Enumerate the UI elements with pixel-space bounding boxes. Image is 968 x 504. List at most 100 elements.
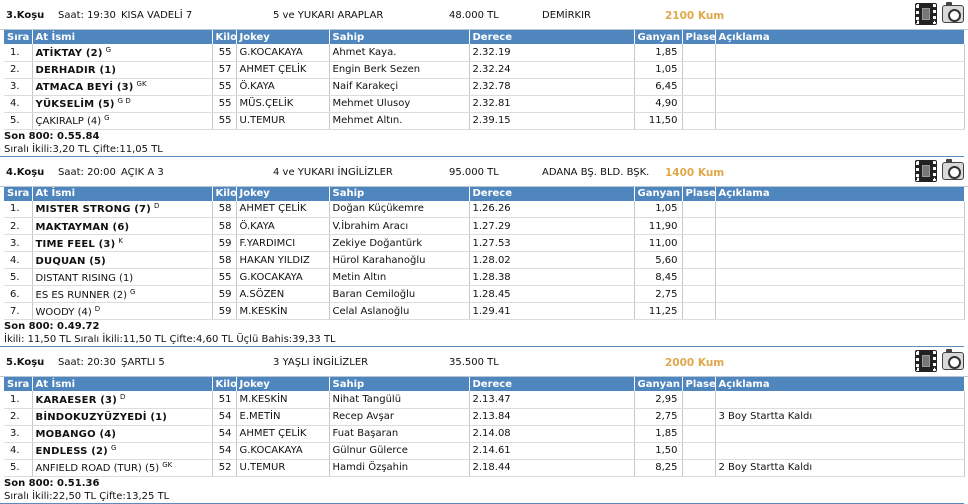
- cell-jokey[interactable]: AHMET ÇELİK: [236, 425, 330, 443]
- column-header-aciklama[interactable]: Açıklama: [715, 30, 965, 44]
- horse-name[interactable]: DERHADIR (1): [35, 65, 117, 76]
- column-header-sira[interactable]: Sıra: [4, 377, 33, 391]
- cell-sahip[interactable]: Recep Avşar: [329, 408, 470, 426]
- cell-jokey[interactable]: M.KESKİN: [236, 302, 330, 320]
- column-header-aciklama[interactable]: Açıklama: [715, 186, 965, 201]
- cell-sahip[interactable]: Nihat Tangülü: [329, 391, 470, 409]
- cell-sahip[interactable]: Fuat Başaran: [329, 425, 470, 443]
- column-header-kilo[interactable]: Kilo: [212, 30, 237, 44]
- cell-sahip[interactable]: Naif Karakeçi: [329, 78, 470, 96]
- race-section: 5.Koşu Saat: 20:30 ŞARTLI 5 3 YAŞLI İNGİLİZ…: [0, 347, 968, 504]
- cell-jokey[interactable]: A.SÖZEN: [236, 285, 330, 303]
- column-header-at[interactable]: At İsmi: [32, 186, 213, 201]
- horse-name[interactable]: ES ES RUNNER (2): [35, 289, 128, 301]
- video-film-icon[interactable]: [915, 350, 937, 372]
- column-header-ganyan[interactable]: Ganyan: [634, 30, 683, 44]
- column-header-sahip[interactable]: Sahip: [329, 186, 470, 201]
- cell-at: YÜKSELİM (5) G D: [32, 95, 213, 113]
- column-header-jokey[interactable]: Jokey: [236, 186, 330, 201]
- cell-jokey[interactable]: G.KOCAKAYA: [236, 44, 330, 62]
- column-header-plase[interactable]: Plase: [682, 30, 716, 44]
- column-header-jokey[interactable]: Jokey: [236, 30, 330, 44]
- cell-sahip[interactable]: Mehmet Ulusoy: [329, 95, 470, 113]
- horse-name[interactable]: DISTANT RISING (1): [35, 272, 134, 284]
- cell-jokey[interactable]: Ö.KAYA: [236, 78, 330, 96]
- media-links: [915, 349, 964, 372]
- horse-name[interactable]: ANFIELD ROAD (TUR) (5): [35, 463, 160, 474]
- column-header-plase[interactable]: Plase: [682, 186, 716, 201]
- column-header-at[interactable]: At İsmi: [32, 377, 213, 391]
- cell-jokey[interactable]: G.KOCAKAYA: [236, 442, 330, 460]
- horse-name[interactable]: DUQUAN (5): [35, 255, 106, 267]
- cell-kilo: 51: [212, 391, 237, 409]
- horse-name[interactable]: WOODY (4): [35, 306, 92, 318]
- cell-sahip[interactable]: Engin Berk Sezen: [329, 61, 470, 79]
- column-header-jokey[interactable]: Jokey: [236, 377, 330, 391]
- video-film-icon[interactable]: [915, 159, 937, 182]
- photo-camera-icon[interactable]: [942, 2, 964, 23]
- column-header-at[interactable]: At İsmi: [32, 30, 213, 44]
- cell-derece: 2.32.19: [469, 44, 635, 62]
- horse-name[interactable]: ATMACA BEYİ (3): [35, 82, 134, 93]
- cell-jokey[interactable]: U.TEMUR: [236, 459, 330, 477]
- horse-name[interactable]: ATİKTAY (2): [35, 47, 103, 59]
- cell-jokey[interactable]: AHMET ÇELİK: [236, 61, 330, 79]
- media-links: [915, 158, 964, 182]
- cell-sahip[interactable]: Metin Altın: [329, 268, 470, 286]
- column-header-derece[interactable]: Derece: [469, 186, 635, 201]
- cell-sahip[interactable]: Zekiye Doğantürk: [329, 234, 470, 252]
- horse-name[interactable]: MOBANGO (4): [35, 429, 117, 440]
- column-header-derece[interactable]: Derece: [469, 377, 635, 391]
- column-header-plase[interactable]: Plase: [682, 377, 716, 391]
- cell-derece: 2.18.44: [469, 459, 635, 477]
- column-header-kilo[interactable]: Kilo: [212, 186, 237, 201]
- column-header-ganyan[interactable]: Ganyan: [634, 377, 683, 391]
- cell-jokey[interactable]: AHMET ÇELİK: [236, 200, 330, 218]
- column-header-sahip[interactable]: Sahip: [329, 377, 470, 391]
- video-film-icon[interactable]: [915, 3, 937, 25]
- cell-kilo: 55: [212, 112, 237, 130]
- cell-plase: [682, 234, 716, 252]
- cell-jokey[interactable]: F.YARDIMCI: [236, 234, 330, 252]
- cell-jokey[interactable]: G.KOCAKAYA: [236, 268, 330, 286]
- cell-jokey[interactable]: E.METİN: [236, 408, 330, 426]
- column-header-ganyan[interactable]: Ganyan: [634, 186, 683, 201]
- horse-name[interactable]: BİNDOKUZYÜZYEDİ (1): [35, 412, 168, 423]
- cell-at: MISTER STRONG (7) D: [32, 200, 213, 218]
- horse-name[interactable]: MISTER STRONG (7): [35, 204, 151, 216]
- cell-jokey[interactable]: U.TEMUR: [236, 112, 330, 130]
- cell-sahip[interactable]: Ahmet Kaya.: [329, 44, 470, 62]
- horse-name[interactable]: ÇAKIRALP (4): [35, 116, 102, 127]
- cell-sahip[interactable]: V.İbrahim Aracı: [329, 217, 470, 235]
- cell-jokey[interactable]: HAKAN YILDIZ: [236, 251, 330, 269]
- column-header-aciklama[interactable]: Açıklama: [715, 377, 965, 391]
- cell-sahip[interactable]: Baran Cemiloğlu: [329, 285, 470, 303]
- photo-camera-icon[interactable]: [942, 349, 964, 370]
- cell-sahip[interactable]: Hürol Karahanoğlu: [329, 251, 470, 269]
- horse-name[interactable]: MAKTAYMAN (6): [35, 221, 130, 233]
- column-header-derece[interactable]: Derece: [469, 30, 635, 44]
- cell-jokey[interactable]: M.KESKİN: [236, 391, 330, 409]
- cell-sahip[interactable]: Mehmet Altın.: [329, 112, 470, 130]
- cell-jokey[interactable]: MÜS.ÇELİK: [236, 95, 330, 113]
- race-number: 5.Koşu: [6, 357, 45, 368]
- column-header-sira[interactable]: Sıra: [4, 30, 33, 44]
- photo-camera-icon[interactable]: [942, 158, 964, 180]
- cell-ganyan: 11,00: [634, 234, 683, 252]
- cell-sahip[interactable]: Hamdi Özşahin: [329, 459, 470, 477]
- column-header-sahip[interactable]: Sahip: [329, 30, 470, 44]
- horse-name[interactable]: TIME FEEL (3): [35, 238, 116, 250]
- horse-name[interactable]: KARAESER (3): [35, 394, 117, 406]
- cell-aciklama: [715, 285, 965, 303]
- cell-sahip[interactable]: Doğan Küçükemre: [329, 200, 470, 218]
- table-row: 2. BİNDOKUZYÜZYEDİ (1) 54 E.METİN Recep Avşa…: [4, 408, 965, 426]
- cell-sahip[interactable]: Gülnur Gülerce: [329, 442, 470, 460]
- column-header-sira[interactable]: Sıra: [4, 186, 33, 201]
- horse-name[interactable]: YÜKSELİM (5): [35, 99, 115, 110]
- cell-jokey[interactable]: Ö.KAYA: [236, 217, 330, 235]
- race-time: Saat: 20:30: [58, 357, 116, 368]
- column-header-kilo[interactable]: Kilo: [212, 377, 237, 391]
- horse-name[interactable]: ENDLESS (2): [35, 446, 108, 457]
- race-type: ŞARTLI 5: [121, 357, 165, 368]
- cell-sahip[interactable]: Celal Aslanoğlu: [329, 302, 470, 320]
